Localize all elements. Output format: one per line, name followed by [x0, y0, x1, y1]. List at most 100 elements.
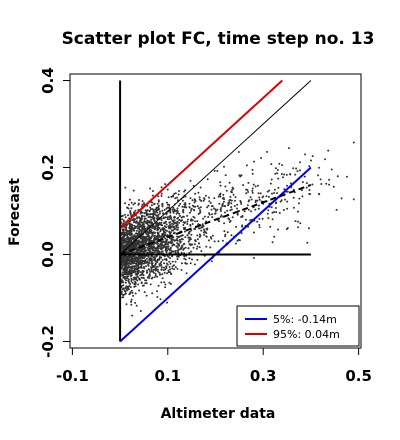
data-point [164, 216, 167, 219]
data-point [219, 184, 222, 187]
data-point [136, 227, 139, 230]
data-point [297, 226, 299, 229]
data-point [230, 190, 233, 193]
data-point [208, 196, 210, 199]
data-point [121, 265, 124, 268]
data-point [216, 170, 219, 172]
x-axis-label: Altimeter data [161, 406, 276, 422]
data-point [192, 215, 195, 218]
data-point [257, 207, 260, 210]
data-point [127, 280, 130, 283]
data-point [325, 182, 328, 185]
data-point [134, 232, 137, 235]
data-point [251, 172, 254, 175]
data-point [130, 247, 132, 250]
data-point [194, 220, 196, 223]
data-point [129, 262, 132, 265]
data-point [165, 248, 168, 251]
data-point [143, 246, 146, 249]
data-point [137, 264, 140, 267]
data-point [179, 202, 182, 205]
scatter-points [119, 141, 355, 317]
data-point [126, 261, 129, 263]
data-point [149, 231, 152, 234]
data-point [150, 270, 153, 273]
data-point [234, 196, 237, 199]
data-point [184, 189, 187, 192]
data-point [156, 290, 159, 293]
data-point [158, 256, 161, 258]
data-point [136, 273, 139, 276]
data-point [193, 243, 196, 246]
data-point [258, 226, 261, 229]
data-point [156, 227, 159, 230]
data-point [202, 217, 205, 220]
data-point [148, 259, 151, 262]
data-point [176, 242, 179, 245]
data-point [143, 248, 146, 251]
data-point [147, 264, 150, 267]
data-point [226, 209, 229, 212]
data-point [166, 230, 168, 232]
data-point [213, 207, 215, 210]
data-point [269, 225, 272, 228]
data-point [156, 211, 159, 214]
data-point [304, 153, 307, 156]
series-line-3 [119, 183, 312, 256]
data-point [176, 249, 179, 252]
data-point [132, 189, 135, 192]
data-point [176, 228, 179, 231]
data-point [184, 258, 187, 261]
data-point [128, 198, 131, 201]
data-point [195, 247, 198, 250]
data-point [130, 271, 133, 274]
data-point [233, 199, 236, 202]
data-point [226, 231, 229, 234]
data-point [171, 265, 174, 268]
data-point [261, 217, 264, 220]
data-point [125, 238, 128, 241]
data-point [208, 213, 211, 216]
data-point [199, 209, 201, 211]
data-point [148, 236, 151, 239]
data-point [166, 245, 168, 248]
data-point [145, 265, 147, 268]
data-point [224, 174, 227, 177]
data-point [134, 242, 137, 244]
data-point [286, 190, 289, 193]
data-point [275, 201, 278, 204]
data-point [129, 233, 132, 236]
data-point [133, 267, 136, 270]
data-point [231, 189, 233, 191]
data-point [156, 202, 159, 205]
data-point [187, 236, 190, 239]
data-point [157, 258, 160, 261]
data-point [161, 258, 164, 261]
data-point [292, 167, 295, 170]
data-point [141, 269, 144, 272]
data-point [132, 217, 135, 220]
data-point [149, 208, 152, 210]
data-point [145, 294, 148, 297]
data-point [139, 274, 142, 277]
data-point [153, 276, 156, 279]
data-point [163, 222, 165, 225]
data-point [171, 260, 174, 263]
data-point [231, 216, 234, 219]
data-point [199, 186, 202, 189]
data-point [153, 213, 156, 216]
data-point [206, 178, 209, 181]
data-point [317, 174, 319, 177]
data-point [198, 246, 201, 249]
data-point [173, 210, 176, 213]
data-point [182, 221, 185, 224]
data-point [174, 249, 177, 252]
data-point [124, 213, 126, 216]
data-point [122, 244, 125, 247]
data-point [170, 218, 173, 220]
data-point [122, 287, 125, 290]
data-point [149, 270, 152, 273]
data-point [181, 245, 184, 248]
data-point [151, 262, 154, 265]
data-point [210, 237, 213, 240]
